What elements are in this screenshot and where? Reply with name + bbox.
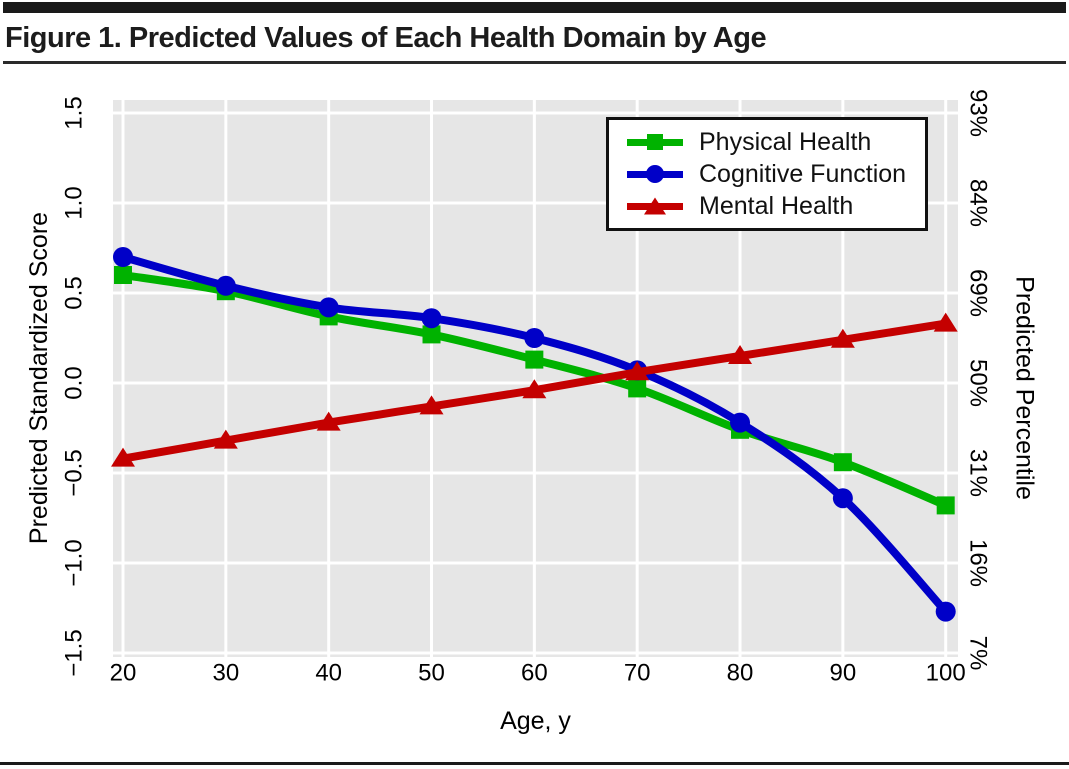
marker-triangle xyxy=(830,328,855,348)
marker-triangle xyxy=(728,345,753,364)
marker-square xyxy=(422,325,441,344)
legend-item: Cognitive Function xyxy=(627,158,925,190)
marker-triangle xyxy=(316,411,341,431)
legend-label: Cognitive Function xyxy=(699,159,907,188)
x-axis-tick-label: 50 xyxy=(418,659,445,686)
y-axis-right-tick-label: 31% xyxy=(965,449,992,497)
x-axis-tick-label: 90 xyxy=(830,659,857,686)
marker-triangle xyxy=(625,361,650,381)
marker-circle xyxy=(113,247,133,267)
triangle-marker-icon xyxy=(644,197,666,215)
square-marker-icon xyxy=(647,134,663,150)
marker-triangle xyxy=(933,312,958,332)
legend-label: Mental Health xyxy=(699,191,854,220)
legend-item: Physical Health xyxy=(627,126,925,158)
x-axis-tick-label: 100 xyxy=(926,659,966,686)
y-axis-left-tick-label: −1.0 xyxy=(60,539,87,586)
y-axis-left-tick-label: −1.5 xyxy=(60,629,87,676)
figure-title: Figure 1. Predicted Values of Each Healt… xyxy=(5,22,767,54)
marker-square xyxy=(936,496,955,515)
circle-marker-icon xyxy=(646,165,664,183)
x-axis-tick-label: 20 xyxy=(110,659,137,686)
marker-square xyxy=(114,266,132,284)
triangle-swatch-icon xyxy=(627,196,683,216)
marker-triangle xyxy=(213,429,238,449)
title-divider xyxy=(3,61,1066,64)
marker-triangle xyxy=(111,447,135,467)
marker-circle xyxy=(935,601,956,622)
y-axis-left-tick-label: −0.5 xyxy=(60,449,87,496)
marker-circle xyxy=(215,275,236,296)
y-axis-left-tick-label: 1.0 xyxy=(60,186,87,219)
x-axis-tick-label: 60 xyxy=(521,659,548,686)
circle-swatch-icon xyxy=(627,164,683,184)
marker-circle xyxy=(524,328,545,348)
x-axis-tick-label: 40 xyxy=(315,659,342,686)
y-axis-right-tick-label: 93% xyxy=(965,89,992,137)
figure-bottom-rule xyxy=(0,762,1069,765)
marker-circle xyxy=(730,412,751,433)
marker-square xyxy=(833,453,852,472)
marker-circle xyxy=(421,308,442,329)
y-axis-right-tick-label: 16% xyxy=(965,539,992,587)
marker-triangle xyxy=(522,379,547,399)
y-axis-left-tick-label: 0.5 xyxy=(60,276,87,309)
x-axis-tick-label: 70 xyxy=(624,659,651,686)
y-axis-right-title: Predicted Percentile xyxy=(1010,276,1038,500)
marker-triangle xyxy=(419,395,444,415)
y-axis-right-tick-label: 69% xyxy=(965,269,992,317)
y-axis-left-tick-label: 1.5 xyxy=(60,96,87,129)
legend-item: Mental Health xyxy=(627,190,925,222)
square-swatch-icon xyxy=(627,132,683,152)
marker-circle xyxy=(832,488,853,509)
y-axis-left-title: Predicted Standardized Score xyxy=(25,212,53,544)
marker-square xyxy=(628,379,647,398)
legend-label: Physical Health xyxy=(699,127,872,156)
y-axis-right-tick-label: 50% xyxy=(965,359,992,407)
y-axis-left-tick-label: 0.0 xyxy=(60,366,87,399)
marker-square xyxy=(525,350,544,369)
x-axis-tick-label: 80 xyxy=(727,659,754,686)
chart-legend: Physical Health Cognitive Function Mental … xyxy=(606,117,928,231)
marker-circle xyxy=(318,297,339,318)
x-axis-tick-label: 30 xyxy=(212,659,239,686)
y-axis-right-tick-label: 7% xyxy=(965,636,992,671)
figure-top-bar xyxy=(3,2,1066,13)
y-axis-right-tick-label: 84% xyxy=(965,179,992,227)
x-axis-title: Age, y xyxy=(500,707,571,735)
